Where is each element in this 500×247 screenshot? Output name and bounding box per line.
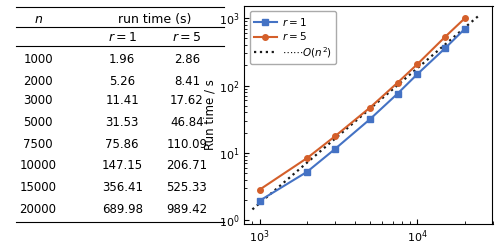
Text: 10000: 10000 bbox=[20, 159, 57, 172]
Text: 31.53: 31.53 bbox=[106, 116, 139, 129]
Text: $r = 5$: $r = 5$ bbox=[172, 31, 202, 44]
$r = 5$ bbox=[332, 135, 338, 138]
Text: 356.41: 356.41 bbox=[102, 181, 142, 194]
Text: 3000: 3000 bbox=[24, 94, 53, 107]
$r = 1$ bbox=[442, 47, 448, 50]
$O(n^2)$ bbox=[385, 92, 391, 95]
$r = 1$ bbox=[256, 199, 262, 202]
$r = 5$ bbox=[442, 35, 448, 38]
Text: 20000: 20000 bbox=[20, 203, 57, 216]
$r = 1$ bbox=[304, 170, 310, 173]
$r = 1$ bbox=[414, 73, 420, 76]
Text: 15000: 15000 bbox=[20, 181, 57, 194]
Text: 7500: 7500 bbox=[23, 138, 53, 151]
$r = 5$ bbox=[367, 106, 373, 109]
Text: 1000: 1000 bbox=[23, 53, 53, 66]
$r = 5$ bbox=[256, 188, 262, 191]
Line: $O(n^2)$: $O(n^2)$ bbox=[252, 15, 480, 209]
$r = 1$ bbox=[462, 27, 468, 30]
Text: 8.41: 8.41 bbox=[174, 75, 200, 88]
Text: 2.86: 2.86 bbox=[174, 53, 200, 66]
Text: 110.09: 110.09 bbox=[166, 138, 207, 151]
Text: 17.62: 17.62 bbox=[170, 94, 204, 107]
Text: 525.33: 525.33 bbox=[166, 181, 207, 194]
Text: 5.26: 5.26 bbox=[109, 75, 136, 88]
Text: 2000: 2000 bbox=[23, 75, 53, 88]
Text: 5000: 5000 bbox=[24, 116, 53, 129]
Text: 206.71: 206.71 bbox=[166, 159, 207, 172]
Text: 147.15: 147.15 bbox=[102, 159, 143, 172]
$O(n^2)$ bbox=[384, 93, 390, 96]
$r = 5$ bbox=[414, 63, 420, 66]
$O(n^2)$ bbox=[250, 208, 256, 211]
Text: 11.41: 11.41 bbox=[106, 94, 139, 107]
$r = 1$ bbox=[394, 92, 400, 95]
$r = 1$ bbox=[332, 148, 338, 151]
$r = 5$ bbox=[462, 17, 468, 20]
$O(n^2)$ bbox=[477, 13, 483, 16]
Text: run time (s): run time (s) bbox=[118, 13, 192, 26]
Legend: $r = 1$, $r = 5$, $\cdots\cdots O(n^2)$: $r = 1$, $r = 5$, $\cdots\cdots O(n^2)$ bbox=[250, 11, 336, 64]
$O(n^2)$ bbox=[250, 207, 256, 210]
$r = 1$ bbox=[367, 118, 373, 121]
$O(n^2)$ bbox=[441, 44, 447, 47]
Text: 46.84: 46.84 bbox=[170, 116, 204, 129]
$r = 5$ bbox=[394, 81, 400, 84]
Text: 75.86: 75.86 bbox=[106, 138, 139, 151]
Line: $r = 1$: $r = 1$ bbox=[257, 26, 468, 204]
Text: $r = 1$: $r = 1$ bbox=[108, 31, 137, 44]
$O(n^2)$ bbox=[456, 31, 462, 34]
Y-axis label: Run time / s: Run time / s bbox=[203, 80, 216, 150]
Text: 1.96: 1.96 bbox=[109, 53, 136, 66]
$O(n^2)$ bbox=[388, 89, 394, 92]
Text: $n$: $n$ bbox=[34, 13, 42, 26]
Text: 689.98: 689.98 bbox=[102, 203, 142, 216]
Line: $r = 5$: $r = 5$ bbox=[257, 16, 468, 192]
Text: 989.42: 989.42 bbox=[166, 203, 207, 216]
$r = 5$ bbox=[304, 157, 310, 160]
